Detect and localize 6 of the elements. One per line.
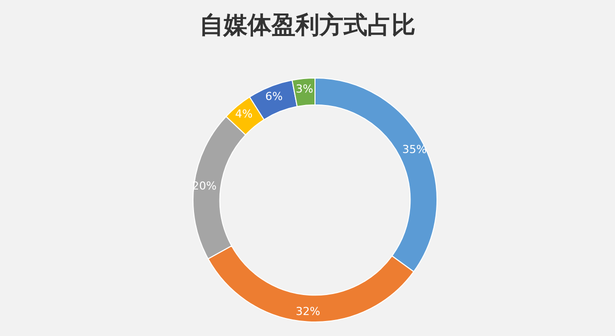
chart-title: 自媒体盈利方式占比 [200,11,416,39]
data-label: 3% [296,82,314,96]
data-label: 35% [402,142,427,156]
data-label: 4% [235,108,253,121]
data-label: 32% [296,304,320,318]
data-label: 6% [265,90,283,103]
